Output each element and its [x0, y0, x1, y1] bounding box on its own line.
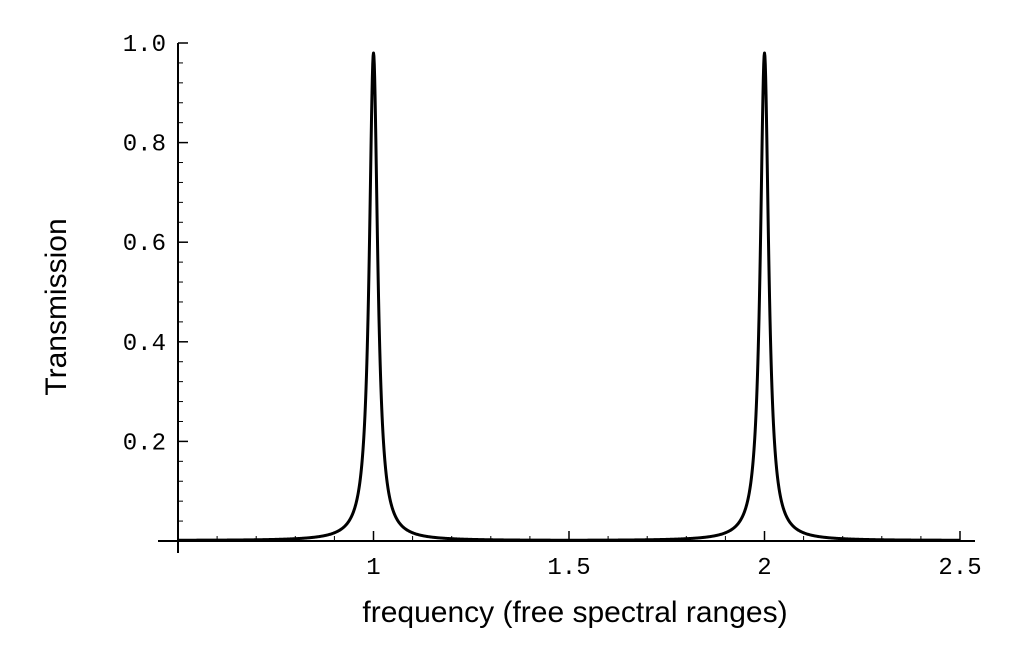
y-tick-label: 1.0	[123, 32, 166, 59]
x-tick-label: 2	[757, 555, 771, 582]
y-tick-label: 0.4	[123, 331, 166, 358]
transmission-curve	[176, 51, 962, 542]
y-axis-label: Transmission	[40, 218, 73, 395]
plot-area	[176, 51, 962, 542]
y-tick-label: 0.2	[123, 430, 166, 457]
x-tick-label: 1	[366, 555, 380, 582]
x-axis-label: frequency (free spectral ranges)	[362, 596, 787, 629]
y-axis: 0.2 0.4 0.6 0.8 1.0	[123, 32, 188, 553]
x-tick-label: 2.5	[938, 555, 981, 582]
x-tick-label: 1.5	[547, 555, 590, 582]
y-tick-label: 0.6	[123, 231, 166, 258]
y-tick-label: 0.8	[123, 132, 166, 159]
